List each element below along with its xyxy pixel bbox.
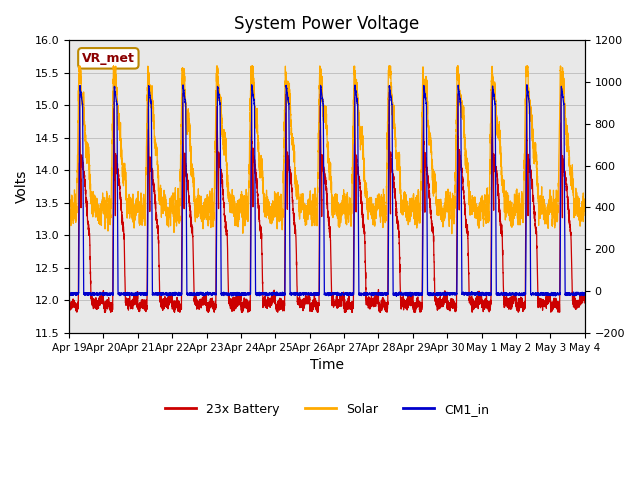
Title: System Power Voltage: System Power Voltage: [234, 15, 420, 33]
X-axis label: Time: Time: [310, 358, 344, 372]
Y-axis label: Volts: Volts: [15, 170, 29, 203]
Text: VR_met: VR_met: [82, 52, 135, 65]
Legend: 23x Battery, Solar, CM1_in: 23x Battery, Solar, CM1_in: [160, 398, 494, 421]
